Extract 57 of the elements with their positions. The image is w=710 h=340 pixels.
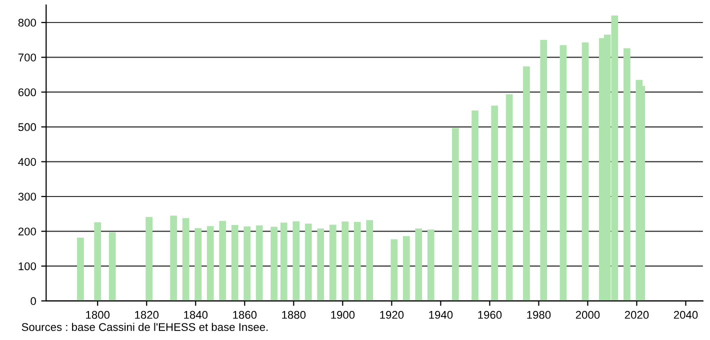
bar <box>472 110 478 301</box>
bar <box>256 225 263 301</box>
source-note: Sources : base Cassini de l'EHESS et base Insee. <box>22 322 268 332</box>
bar <box>366 220 374 301</box>
bar <box>219 220 226 301</box>
bar <box>523 66 530 301</box>
x-tick-label: 1980 <box>527 310 551 319</box>
y-tick-label: 500 <box>18 123 36 132</box>
x-tick-label: 1900 <box>331 310 355 319</box>
y-tick-label: 800 <box>18 18 36 27</box>
bar <box>146 217 153 301</box>
bar <box>194 228 202 301</box>
bar <box>244 226 251 301</box>
bar <box>329 224 336 301</box>
x-tick-label: 1940 <box>429 310 453 319</box>
bar <box>342 222 349 301</box>
bar <box>206 226 214 301</box>
x-tick-label: 1800 <box>86 310 110 319</box>
x-tick-label: 1960 <box>478 310 502 319</box>
x-tick-label: 1860 <box>233 310 257 319</box>
y-tick-label: 700 <box>18 54 36 62</box>
x-tick-label: 1840 <box>184 310 208 319</box>
bar <box>317 228 324 301</box>
bar <box>77 238 84 301</box>
bar <box>427 230 434 301</box>
x-tick-label: 2020 <box>624 310 649 319</box>
x-tick-label: 2000 <box>576 310 600 319</box>
bar <box>108 232 116 301</box>
bar <box>390 239 398 301</box>
bar <box>292 221 300 301</box>
bar <box>270 226 278 301</box>
bar <box>280 222 288 301</box>
bar <box>506 94 513 301</box>
bar <box>354 222 361 301</box>
x-tick-label: 1820 <box>135 310 159 319</box>
y-tick-label: 200 <box>18 228 36 236</box>
x-tick-label: 2040 <box>674 310 698 319</box>
bar <box>452 128 459 301</box>
bar <box>182 218 190 301</box>
bar <box>540 40 548 301</box>
y-tick-label: 0 <box>30 297 36 306</box>
bar <box>170 216 178 301</box>
y-tick-label: 300 <box>18 192 36 201</box>
bar <box>94 222 102 301</box>
bar <box>624 48 630 301</box>
bar <box>231 225 238 301</box>
bar <box>402 236 410 301</box>
x-tick-label: 1880 <box>282 310 306 319</box>
bar <box>304 224 312 301</box>
y-tick-label: 400 <box>18 158 36 166</box>
y-tick-label: 100 <box>18 262 36 270</box>
bar <box>491 106 498 301</box>
x-tick-label: 1920 <box>380 310 404 319</box>
bar <box>560 45 567 301</box>
bar <box>415 228 422 301</box>
y-tick-label: 600 <box>18 88 36 96</box>
bar <box>582 42 589 301</box>
